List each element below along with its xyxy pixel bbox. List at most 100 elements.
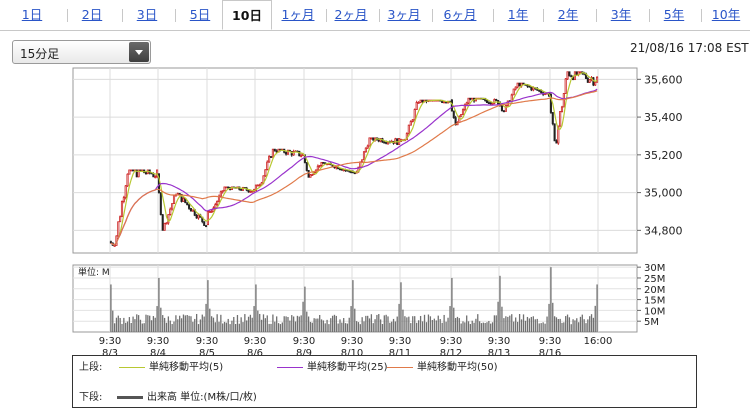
volume-bar (333, 314, 336, 332)
tab-6[interactable]: 1ヶ月 (276, 0, 320, 30)
interval-select[interactable]: 15分足 (12, 40, 151, 64)
volume-bar (559, 318, 561, 332)
candle-body (113, 245, 116, 247)
candle-body (469, 97, 472, 100)
tab-8[interactable]: 3ヶ月 (382, 0, 426, 30)
candle-body (467, 97, 470, 104)
legend-label: 単純移動平均(5) (149, 362, 224, 373)
volume-bar (302, 301, 304, 332)
volume-bar (471, 320, 473, 332)
candle-body (562, 93, 565, 108)
tab-1[interactable]: 1日 (10, 0, 54, 30)
volume-bar (357, 322, 360, 332)
tab-7[interactable]: 2ヶ月 (329, 0, 373, 30)
candle-body (197, 214, 200, 219)
candle-body (189, 208, 193, 212)
volume-y-tick-label: 10M (644, 306, 665, 317)
tab-9[interactable]: 6ヶ月 (435, 0, 485, 30)
candle-body (249, 190, 252, 193)
volume-bar (387, 316, 389, 332)
volume-bar (319, 314, 321, 332)
volume-bar (392, 318, 395, 332)
candle-body (493, 99, 496, 104)
volume-bar (125, 322, 127, 332)
volume-bar (478, 321, 481, 332)
tab-4[interactable]: 5日 (178, 0, 222, 30)
candle-body (109, 241, 112, 244)
volume-bar (437, 315, 439, 332)
tab-label: 2年 (557, 7, 579, 22)
volume-bar (339, 319, 341, 332)
x-tick-date: 8/6 (247, 348, 263, 355)
volume-bar (555, 317, 558, 332)
volume-bar (281, 322, 283, 332)
volume-bar (287, 316, 289, 332)
volume-bar (359, 324, 361, 332)
candle-body (553, 123, 556, 142)
volume-bar (383, 315, 385, 332)
volume-bar (179, 315, 181, 332)
volume-bar (298, 316, 300, 332)
tab-12[interactable]: 3年 (599, 0, 643, 30)
candle-body (362, 151, 366, 161)
candle-body (130, 169, 133, 172)
candle-body (532, 87, 535, 91)
tab-label: 10日 (232, 8, 262, 23)
volume-y-tick-label: 15M (644, 296, 665, 307)
volume-bar (307, 316, 310, 332)
volume-bar (285, 316, 287, 332)
tab-2[interactable]: 2日 (70, 0, 114, 30)
volume-bar (431, 320, 434, 332)
tab-14[interactable]: 10年 (704, 0, 748, 30)
volume-bar (180, 318, 183, 332)
candle-body (159, 192, 162, 216)
tab-label: 2日 (81, 7, 103, 22)
candle-body (182, 197, 185, 202)
candle-body (303, 154, 306, 163)
volume-bar (246, 320, 248, 332)
candle-body (407, 124, 410, 135)
volume-bar (171, 324, 173, 332)
candle-body (219, 191, 222, 197)
volume-bar (540, 323, 542, 332)
volume-bar (433, 318, 435, 332)
volume-bar (320, 319, 323, 332)
volume-bar (453, 307, 455, 332)
volume-bar (306, 311, 308, 332)
volume-bar (229, 324, 231, 332)
volume-bar (188, 315, 190, 332)
tab-10[interactable]: 1年 (496, 0, 540, 30)
candle-body (491, 102, 494, 105)
timestamp: 21/08/16 17:08 EST (630, 41, 749, 55)
volume-bar (530, 316, 533, 332)
volume-bar (391, 321, 393, 332)
candle-body (489, 102, 492, 105)
volume-bar (509, 315, 511, 332)
volume-bar (139, 319, 142, 332)
candle-body (223, 186, 226, 192)
tab-3[interactable]: 3日 (125, 0, 169, 30)
candle-body (586, 78, 589, 83)
volume-bar (414, 316, 416, 332)
interval-select-value: 15分足 (20, 47, 60, 61)
volume-bar (532, 316, 534, 332)
tab-13[interactable]: 5年 (652, 0, 696, 30)
legend-volume-item: 出来高 単位:(M株/口/枚) (117, 390, 257, 406)
volume-bar (427, 314, 430, 332)
x-tick-date: 8/13 (488, 348, 510, 355)
x-tick-time: 9:30 (293, 336, 315, 347)
candle-body (514, 86, 517, 90)
volume-bar (511, 314, 513, 332)
candle-body (273, 148, 276, 152)
tab-5[interactable]: 10日 (222, 0, 272, 30)
tab-label: 1年 (507, 7, 529, 22)
candle-body (161, 214, 164, 231)
volume-bar (115, 317, 118, 332)
chevron-down-icon[interactable] (129, 42, 149, 62)
volume-bar (449, 306, 451, 332)
candle-body (566, 71, 569, 80)
candle-body (203, 221, 206, 226)
volume-bar (372, 323, 374, 332)
volume-unit-label: 単位: M (78, 266, 110, 278)
tab-11[interactable]: 2年 (546, 0, 590, 30)
